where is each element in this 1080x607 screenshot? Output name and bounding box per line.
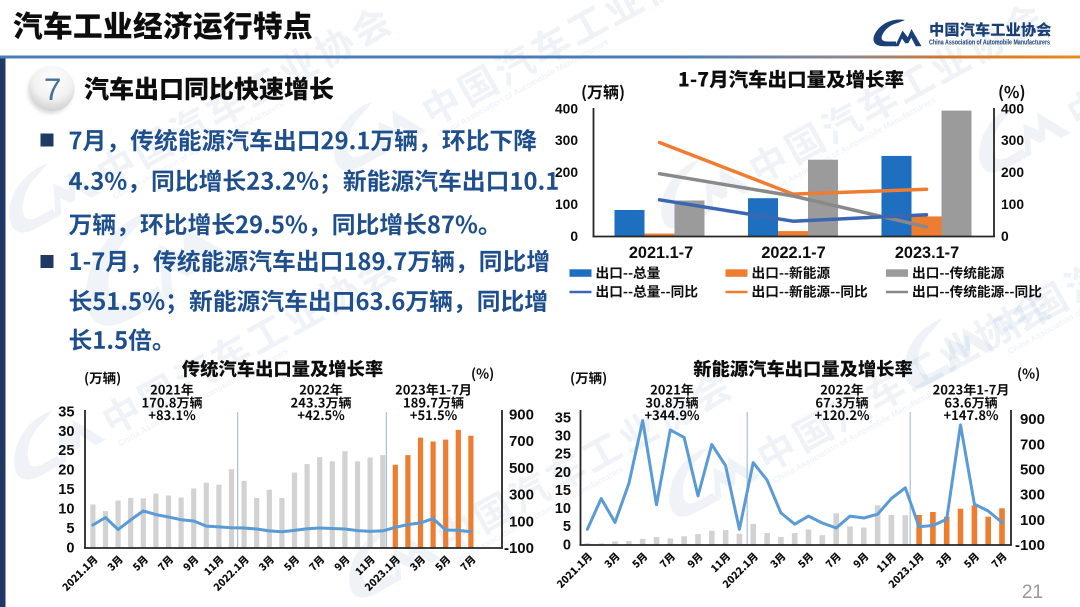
svg-text:20: 20	[58, 463, 74, 479]
svg-text:China Association of Automobil: China Association of Automobile Manufact…	[929, 40, 1050, 47]
svg-text:100: 100	[1001, 197, 1024, 212]
svg-text:2021.1-7: 2021.1-7	[629, 244, 693, 262]
svg-text:300: 300	[1001, 133, 1024, 148]
svg-text:900: 900	[1020, 411, 1045, 428]
svg-text:400: 400	[1001, 101, 1024, 116]
svg-text:30: 30	[555, 429, 571, 445]
svg-text:0: 0	[563, 537, 571, 553]
svg-text:10: 10	[555, 501, 571, 517]
svg-text:35: 35	[58, 404, 74, 420]
svg-text:100: 100	[1020, 512, 1045, 529]
svg-text:400: 400	[555, 101, 578, 116]
svg-text:5: 5	[563, 519, 571, 535]
svg-text:100: 100	[509, 513, 534, 530]
svg-text:35: 35	[555, 410, 571, 426]
svg-text:500: 500	[509, 460, 534, 477]
svg-text:5: 5	[66, 521, 74, 537]
svg-text:2023.1-7: 2023.1-7	[895, 244, 959, 262]
svg-text:-100: -100	[1015, 537, 1045, 554]
svg-text:0: 0	[570, 229, 578, 244]
svg-text:0: 0	[66, 540, 74, 556]
svg-text:300: 300	[509, 487, 534, 504]
svg-text:20: 20	[555, 465, 571, 481]
svg-text:2022.1-7: 2022.1-7	[761, 244, 825, 262]
svg-text:200: 200	[1001, 165, 1024, 180]
svg-text:21: 21	[1022, 582, 1043, 603]
svg-text:30: 30	[58, 424, 74, 440]
svg-text:25: 25	[555, 447, 571, 463]
svg-text:300: 300	[1020, 487, 1045, 504]
svg-text:700: 700	[509, 433, 534, 450]
svg-text:25: 25	[58, 443, 74, 459]
svg-text:15: 15	[555, 483, 571, 499]
svg-text:200: 200	[555, 165, 578, 180]
svg-text:500: 500	[1020, 462, 1045, 479]
svg-text:100: 100	[555, 197, 578, 212]
svg-text:-100: -100	[504, 540, 534, 557]
svg-text:700: 700	[1020, 436, 1045, 453]
svg-text:300: 300	[555, 133, 578, 148]
svg-text:0: 0	[1001, 229, 1009, 244]
svg-text:7: 7	[44, 71, 62, 107]
svg-text:900: 900	[509, 406, 534, 423]
svg-text:15: 15	[58, 482, 74, 498]
svg-text:10: 10	[58, 502, 74, 518]
